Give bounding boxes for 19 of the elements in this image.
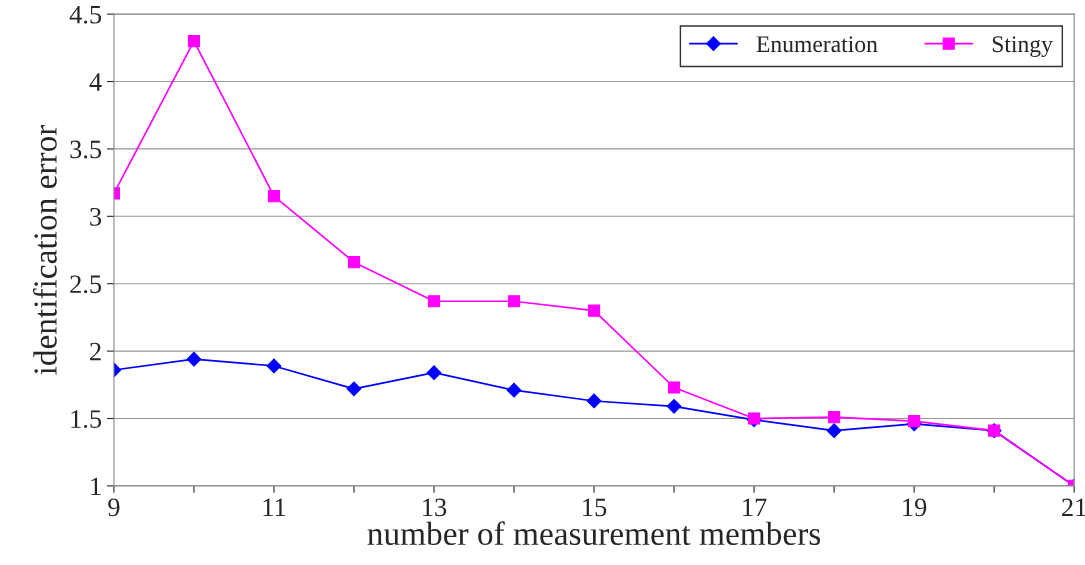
- y-axis-title: identification error: [33, 124, 57, 375]
- x-tick-label: 21: [1062, 498, 1085, 517]
- x-tick-label: 15: [583, 498, 607, 517]
- x-axis-title: number of measurement members: [367, 521, 821, 546]
- y-tick-label: 2: [90, 342, 101, 361]
- x-tick-label: 9: [108, 498, 120, 517]
- x-tick-label: 13: [423, 498, 447, 517]
- x-tick-label: 19: [903, 498, 927, 517]
- y-tick-label: 3.5: [70, 140, 102, 159]
- y-tick-label: 1: [91, 477, 101, 496]
- y-tick-label: 4.5: [69, 5, 102, 24]
- y-tick-label: 3: [90, 208, 102, 226]
- legend-label: Enumeration: [756, 36, 878, 53]
- y-tick-label: 2.5: [70, 275, 102, 294]
- y-tick-label: 1.5: [71, 410, 102, 429]
- x-tick-label: 11: [263, 498, 286, 517]
- x-tick-label: 17: [743, 498, 767, 517]
- legend-label: Stingy: [992, 36, 1053, 57]
- y-tick-label: 4: [89, 73, 102, 91]
